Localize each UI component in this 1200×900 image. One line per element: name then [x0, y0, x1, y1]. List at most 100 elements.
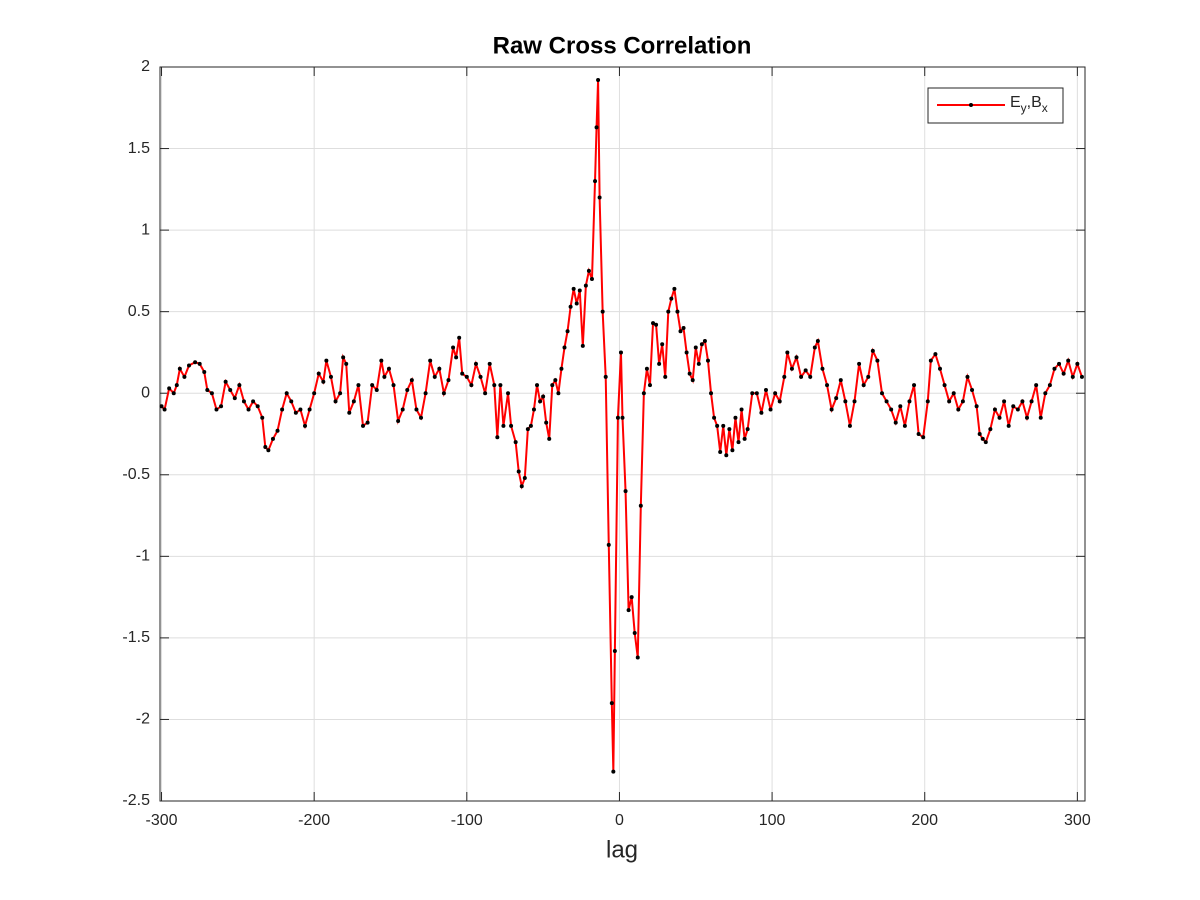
data-point [884, 399, 889, 404]
data-point [498, 383, 503, 388]
data-point [960, 399, 965, 404]
data-point [1029, 399, 1034, 404]
data-point [321, 379, 326, 384]
data-point [284, 391, 289, 396]
data-point [669, 296, 674, 301]
y-tick-label: 1.5 [128, 140, 150, 157]
data-point [825, 383, 830, 388]
data-point [644, 366, 649, 371]
data-point [414, 407, 419, 412]
data-point [293, 410, 298, 415]
x-tick-label: 200 [911, 812, 938, 829]
data-point [1052, 366, 1057, 371]
data-point [580, 343, 585, 348]
data-point [609, 701, 614, 706]
y-tick-label: -2.5 [122, 792, 150, 809]
data-point [460, 371, 465, 376]
data-point [519, 484, 524, 489]
data-point [550, 383, 555, 388]
data-point [727, 427, 732, 432]
data-point [338, 391, 343, 396]
data-point [916, 432, 921, 436]
data-point [983, 440, 988, 445]
data-point [547, 436, 552, 441]
data-point [473, 361, 478, 366]
data-point [441, 391, 446, 396]
data-point [522, 476, 527, 481]
y-tick-label: 2 [141, 58, 150, 75]
data-point [739, 407, 744, 412]
data-point [782, 374, 787, 379]
data-point [347, 410, 352, 415]
chart-title: Raw Cross Correlation [493, 32, 752, 59]
data-point [260, 415, 265, 420]
data-point [374, 387, 379, 392]
legend-label: Ey​,Bx​ [1010, 94, 1048, 115]
y-tick-label: 1 [141, 221, 150, 238]
y-tick-label: 0 [141, 384, 150, 401]
data-point [618, 350, 623, 355]
data-point [615, 415, 620, 420]
data-point [933, 352, 938, 357]
data-point [506, 391, 511, 396]
data-point [562, 345, 567, 350]
data-point [852, 399, 857, 404]
y-tick-label: -2 [136, 711, 150, 728]
data-point [789, 366, 794, 371]
data-point [647, 383, 652, 388]
data-point [535, 383, 540, 388]
data-point [437, 366, 442, 371]
data-point [603, 374, 608, 379]
data-point [970, 387, 975, 392]
data-point [307, 407, 312, 412]
data-point [597, 195, 602, 200]
data-point [687, 371, 692, 376]
data-point [324, 358, 329, 363]
data-point [709, 391, 714, 396]
data-point [974, 404, 979, 409]
data-point [612, 648, 617, 653]
data-point [715, 423, 720, 428]
y-tick-label: -1.5 [122, 629, 150, 646]
data-point [1043, 391, 1048, 396]
data-point [280, 407, 285, 412]
data-point [525, 427, 530, 432]
data-point [799, 374, 804, 379]
data-point [266, 448, 271, 453]
data-point [361, 423, 366, 428]
data-point [593, 179, 598, 184]
data-point [241, 399, 246, 404]
data-point [483, 391, 488, 396]
data-point [1061, 371, 1066, 376]
data-point [583, 283, 588, 288]
data-point [721, 423, 726, 428]
x-tick-label: 0 [615, 812, 624, 829]
data-point [396, 418, 401, 423]
data-point [370, 383, 375, 388]
x-axis-label: lag [606, 836, 638, 863]
data-point [469, 383, 474, 388]
data-point [255, 404, 260, 409]
data-point [516, 469, 521, 474]
data-point [977, 432, 982, 436]
data-point [785, 350, 790, 355]
data-point [270, 436, 275, 441]
data-point [205, 387, 210, 392]
data-point [589, 277, 594, 282]
data-point [736, 440, 741, 445]
data-point [635, 655, 640, 660]
data-point [209, 391, 214, 396]
data-point [768, 407, 773, 412]
data-point [187, 363, 192, 368]
data-point [660, 342, 665, 347]
data-point [718, 449, 723, 454]
data-point [684, 350, 689, 355]
data-point [454, 355, 459, 360]
data-point [654, 322, 659, 327]
data-point [980, 436, 985, 441]
data-point [237, 383, 242, 388]
data-point [409, 378, 414, 383]
data-point [162, 407, 167, 412]
data-point [1070, 374, 1075, 379]
